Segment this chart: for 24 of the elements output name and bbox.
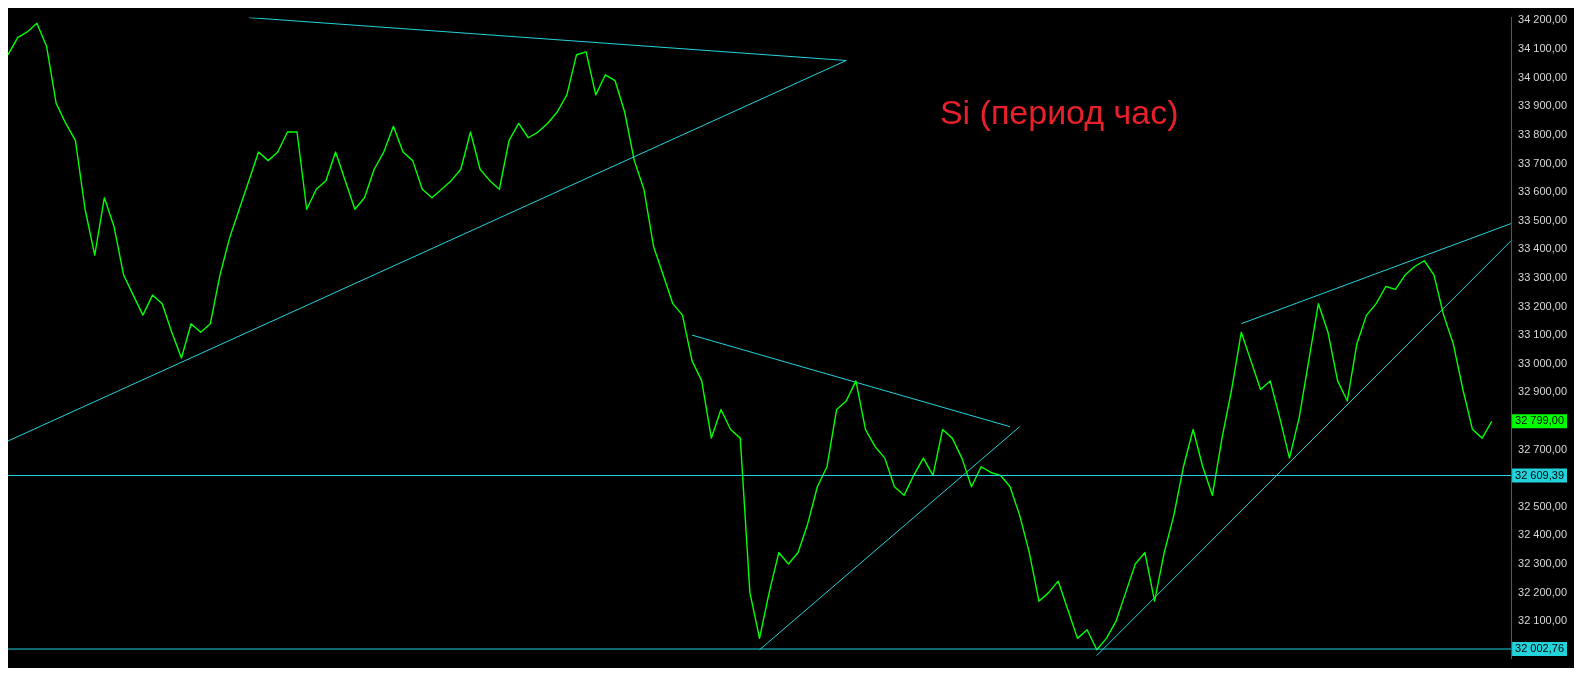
y-tick-label: 32 400,00	[1518, 528, 1567, 541]
y-tick-label: 33 500,00	[1518, 213, 1567, 226]
y-tick-label: 32 200,00	[1518, 585, 1567, 598]
text: Si (период час)	[939, 92, 1179, 131]
y-tick-label: 32 700,00	[1518, 442, 1567, 455]
y-tick-label: 33 600,00	[1518, 185, 1567, 198]
y-tick-label: 33 400,00	[1518, 242, 1567, 255]
y-tick-label: 33 300,00	[1518, 270, 1567, 283]
y-tick-label: 34 100,00	[1518, 42, 1567, 55]
y-tick-label: 33 800,00	[1518, 127, 1567, 140]
y-tick-label: 32 900,00	[1518, 385, 1567, 398]
y-tick-label: 34 000,00	[1518, 70, 1567, 83]
y-tick-label: 33 900,00	[1518, 99, 1567, 112]
ref-line-label: 32 002,76	[1515, 642, 1564, 655]
y-tick-label: 32 500,00	[1518, 499, 1567, 512]
text: 32 799,00	[1515, 414, 1564, 427]
y-tick-label: 33 700,00	[1518, 156, 1567, 169]
y-tick-label: 33 100,00	[1518, 328, 1567, 341]
y-tick-label: 32 300,00	[1518, 557, 1567, 570]
y-tick-label: 32 100,00	[1518, 614, 1567, 627]
y-tick-label: 34 200,00	[1518, 13, 1567, 26]
y-tick-label: 33 000,00	[1518, 356, 1567, 369]
ref-line-label: 32 609,39	[1515, 468, 1564, 481]
y-tick-label: 33 200,00	[1518, 299, 1567, 312]
